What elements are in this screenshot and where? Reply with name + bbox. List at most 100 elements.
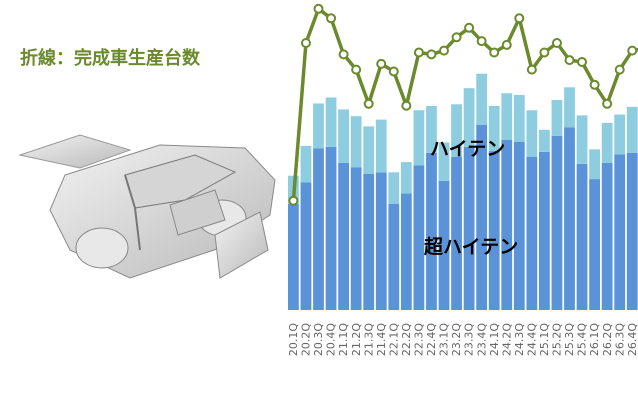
bar-26.3Q-high-tensile bbox=[614, 114, 626, 155]
bar-25.3Q-super-high-tensile bbox=[564, 127, 575, 310]
line-point-24.3Q bbox=[514, 13, 525, 24]
line-series-caption: 折線：完成車生産台数 bbox=[20, 48, 200, 69]
bar-22.3Q-super-high-tensile bbox=[413, 165, 425, 310]
bar-23.1Q-super-high-tensile bbox=[438, 180, 450, 310]
line-point-22.1Q bbox=[388, 66, 399, 77]
x-tick-label: 22.2Q bbox=[400, 323, 413, 356]
line-point-26.4Q bbox=[627, 45, 638, 56]
bar-22.4Q-super-high-tensile bbox=[426, 152, 437, 310]
line-point-20.1Q bbox=[288, 195, 299, 206]
bar-24.3Q-high-tensile bbox=[513, 94, 525, 142]
series-label-super-high-tensile: 超ハイテン bbox=[423, 235, 518, 258]
x-tick-label: 22.4Q bbox=[425, 323, 438, 356]
bar-26.4Q-super-high-tensile bbox=[626, 152, 638, 310]
bar-25.2Q-super-high-tensile bbox=[551, 135, 563, 310]
x-tick-label: 24.2Q bbox=[500, 323, 513, 356]
x-tick-label: 24.4Q bbox=[525, 323, 538, 356]
production-line bbox=[291, 7, 638, 201]
bar-26.1Q-super-high-tensile bbox=[589, 179, 600, 310]
bar-22.1Q-super-high-tensile bbox=[388, 203, 400, 310]
bar-25.4Q-super-high-tensile bbox=[576, 163, 588, 310]
bar-21.3Q-high-tensile bbox=[363, 126, 375, 174]
bar-23.2Q-super-high-tensile bbox=[451, 157, 462, 310]
line-point-20.2Q bbox=[300, 38, 311, 48]
bar-22.2Q-high-tensile bbox=[400, 162, 412, 194]
bar-22.1Q-high-tensile bbox=[388, 172, 400, 204]
x-tick-label: 20.3Q bbox=[312, 323, 325, 356]
bar-25.3Q-high-tensile bbox=[564, 87, 575, 128]
bar-20.4Q-super-high-tensile bbox=[325, 146, 337, 310]
x-tick-label: 25.4Q bbox=[576, 323, 589, 356]
bar-24.4Q-high-tensile bbox=[526, 110, 538, 157]
bar-22.3Q-high-tensile bbox=[413, 110, 425, 166]
line-point-25.4Q bbox=[577, 57, 588, 67]
bar-21.2Q-high-tensile bbox=[350, 116, 362, 168]
x-tick-label: 20.4Q bbox=[325, 323, 338, 356]
bar-21.2Q-super-high-tensile bbox=[350, 167, 362, 310]
line-point-25.1Q bbox=[539, 47, 550, 58]
bar-24.1Q-high-tensile bbox=[488, 106, 500, 152]
bar-23.3Q-high-tensile bbox=[463, 88, 475, 147]
line-point-21.3Q bbox=[363, 98, 374, 109]
bar-22.2Q-super-high-tensile bbox=[400, 193, 412, 310]
x-tick-label: 20.1Q bbox=[287, 323, 300, 356]
bar-20.3Q-super-high-tensile bbox=[313, 148, 324, 310]
line-point-25.2Q bbox=[551, 38, 562, 48]
x-tick-label: 25.1Q bbox=[538, 323, 551, 356]
line-point-20.4Q bbox=[326, 13, 337, 24]
x-tick-label: 23.4Q bbox=[475, 323, 488, 356]
line-point-25.3Q bbox=[564, 55, 575, 66]
bar-21.4Q-high-tensile bbox=[375, 119, 387, 173]
line-point-26.3Q bbox=[614, 64, 625, 75]
line-point-23.2Q bbox=[451, 32, 462, 43]
bar-23.4Q-super-high-tensile bbox=[476, 124, 488, 310]
bar-23.4Q-high-tensile bbox=[476, 73, 488, 125]
x-tick-label: 26.1Q bbox=[588, 323, 601, 356]
x-tick-label: 21.4Q bbox=[375, 323, 388, 356]
bar-23.3Q-super-high-tensile bbox=[463, 146, 475, 310]
x-tick-label: 21.3Q bbox=[362, 323, 375, 356]
x-tick-label: 26.2Q bbox=[601, 323, 614, 356]
bar-21.1Q-super-high-tensile bbox=[338, 162, 349, 310]
bar-22.4Q-high-tensile bbox=[426, 106, 437, 153]
car-body-illustration bbox=[18, 134, 276, 279]
bar-26.3Q-super-high-tensile bbox=[614, 154, 626, 310]
x-tick-label: 22.1Q bbox=[387, 323, 400, 356]
bar-25.1Q-super-high-tensile bbox=[539, 151, 550, 310]
line-point-26.1Q bbox=[589, 79, 600, 90]
line-point-23.4Q bbox=[476, 36, 487, 47]
x-tick-label: 21.1Q bbox=[337, 323, 350, 356]
x-tick-label: 23.2Q bbox=[450, 323, 463, 356]
bar-20.2Q-high-tensile bbox=[300, 145, 312, 183]
bar-21.3Q-super-high-tensile bbox=[363, 174, 375, 310]
x-tick-label: 20.2Q bbox=[300, 323, 313, 356]
x-tick-label: 25.2Q bbox=[551, 323, 564, 356]
x-tick-label: 23.1Q bbox=[438, 323, 451, 356]
bar-20.1Q-super-high-tensile bbox=[288, 203, 299, 310]
bar-26.2Q-high-tensile bbox=[601, 123, 613, 163]
bar-24.4Q-super-high-tensile bbox=[526, 157, 538, 310]
series-label-high-tensile: ハイテン bbox=[430, 138, 505, 160]
line-point-24.4Q bbox=[526, 64, 537, 75]
x-tick-label: 26.4Q bbox=[626, 323, 638, 356]
x-tick-label: 22.3Q bbox=[413, 323, 426, 356]
bar-25.1Q-high-tensile bbox=[539, 129, 550, 152]
x-tick-label: 21.2Q bbox=[350, 323, 363, 356]
line-point-22.2Q bbox=[401, 100, 412, 111]
line-point-22.4Q bbox=[426, 49, 437, 60]
bar-23.1Q-high-tensile bbox=[438, 142, 450, 181]
line-point-22.3Q bbox=[413, 47, 424, 58]
bar-24.2Q-high-tensile bbox=[501, 93, 513, 140]
line-point-24.1Q bbox=[489, 47, 500, 58]
bar-25.2Q-high-tensile bbox=[551, 100, 563, 136]
bar-26.2Q-super-high-tensile bbox=[601, 162, 613, 310]
bar-21.4Q-super-high-tensile bbox=[375, 172, 387, 310]
line-point-21.2Q bbox=[351, 64, 362, 75]
x-tick-label: 24.1Q bbox=[488, 323, 501, 356]
bar-26.4Q-high-tensile bbox=[626, 106, 638, 153]
line-point-26.2Q bbox=[602, 98, 613, 109]
line-point-24.2Q bbox=[501, 39, 512, 50]
x-tick-label: 23.3Q bbox=[463, 323, 476, 356]
bar-24.3Q-super-high-tensile bbox=[513, 141, 525, 310]
